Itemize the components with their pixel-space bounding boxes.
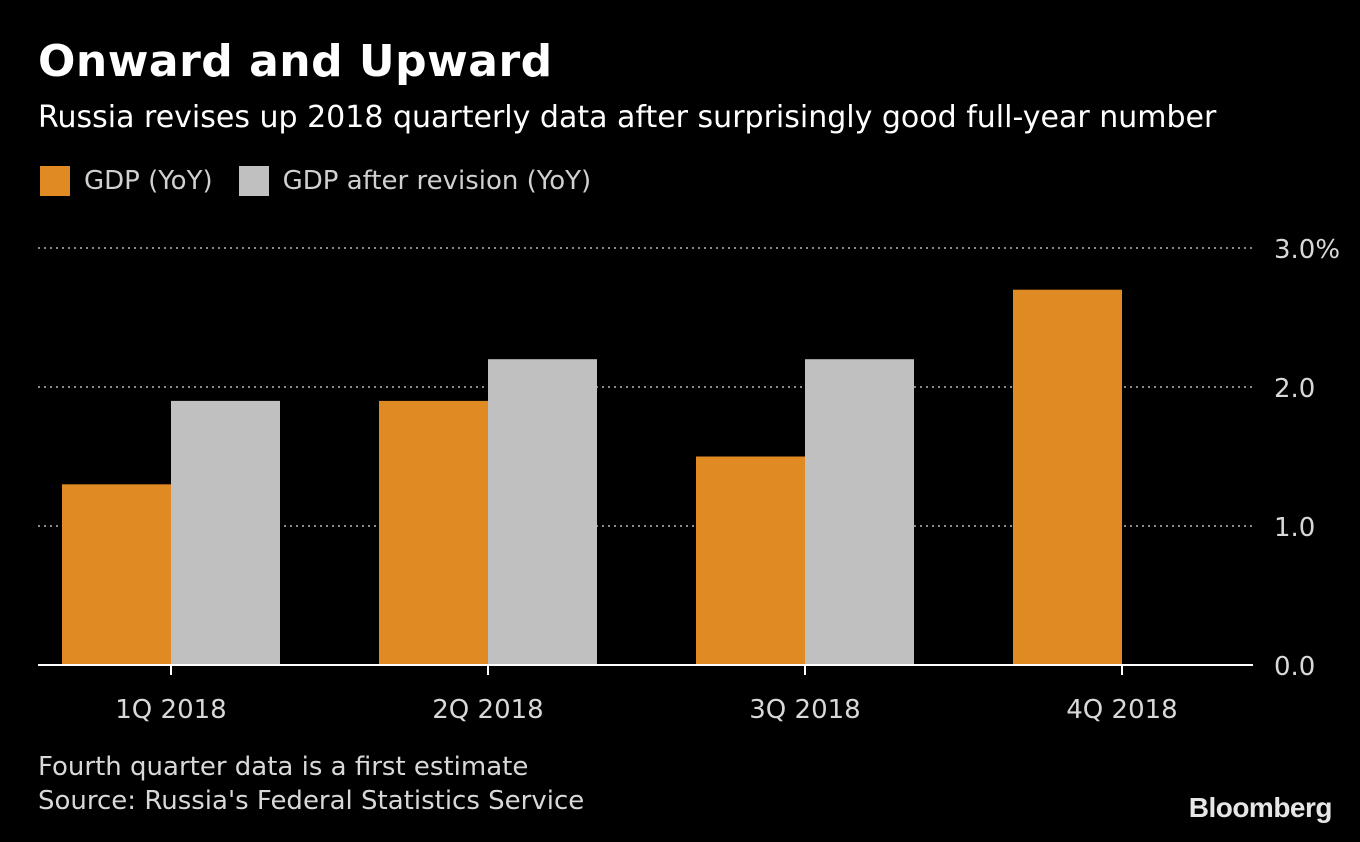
x-tick-label: 1Q 2018 xyxy=(115,695,226,725)
y-tick-label: 0.0 xyxy=(1274,652,1315,682)
legend-item-gdp-revised: GDP after revision (YoY) xyxy=(238,166,592,196)
legend-item-gdp: GDP (YoY) xyxy=(40,166,213,196)
bar-gdp xyxy=(62,484,171,665)
bar-gdp xyxy=(696,456,805,665)
source-note: Source: Russia's Federal Statistics Serv… xyxy=(38,786,585,816)
x-tick-label: 4Q 2018 xyxy=(1066,695,1177,725)
footnote: Fourth quarter data is a first estimate xyxy=(38,752,529,782)
legend-label-gdp-revised: GDP after revision (YoY) xyxy=(282,166,592,196)
x-tick-label: 2Q 2018 xyxy=(432,695,543,725)
legend-label-gdp: GDP (YoY) xyxy=(84,166,213,196)
bar-gdp xyxy=(1013,289,1122,665)
legend: GDP (YoY) GDP after revision (YoY) xyxy=(40,166,617,196)
chart-title: Onward and Upward xyxy=(38,36,553,87)
bar-gdp xyxy=(379,400,488,665)
bar-gdp-revised xyxy=(171,400,280,665)
x-tick-label: 3Q 2018 xyxy=(749,695,860,725)
legend-swatch-gdp xyxy=(40,166,70,196)
bloomberg-logo: Bloomberg xyxy=(1188,792,1333,823)
bar-gdp-revised xyxy=(488,359,597,665)
chart-subtitle: Russia revises up 2018 quarterly data af… xyxy=(38,100,1217,135)
y-tick-label: 3.0% xyxy=(1274,235,1340,265)
bar-gdp-revised xyxy=(805,359,914,665)
y-tick-label: 1.0 xyxy=(1274,513,1315,543)
y-tick-label: 2.0 xyxy=(1274,374,1315,404)
legend-swatch-gdp-revised xyxy=(238,166,269,196)
